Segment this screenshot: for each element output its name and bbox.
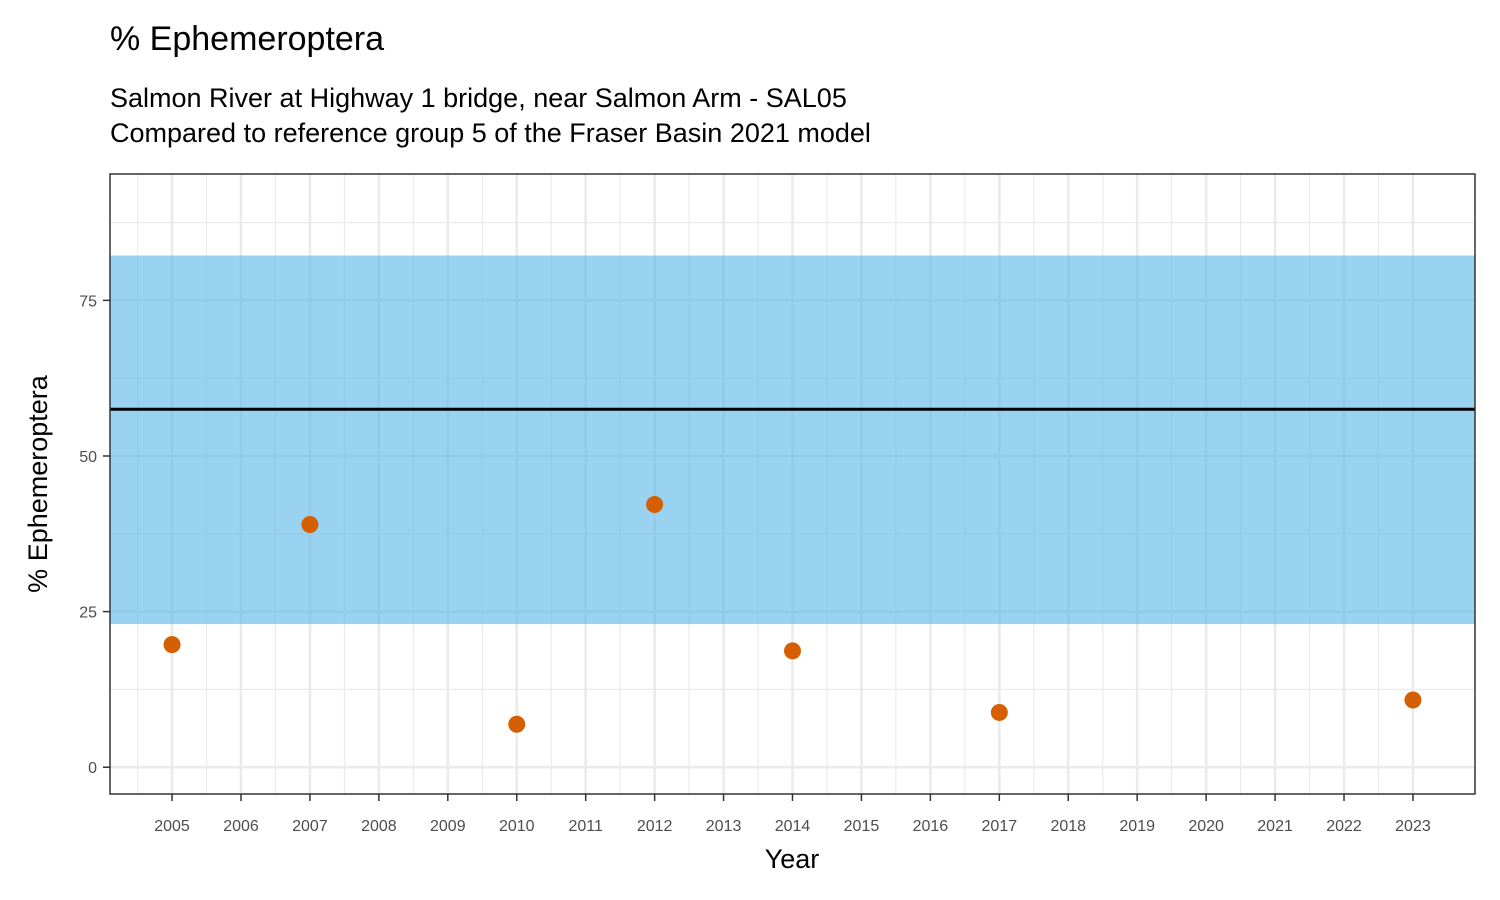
reference-band xyxy=(110,255,1475,625)
x-tick-label: 2013 xyxy=(706,818,742,835)
x-tick-label: 2011 xyxy=(568,818,603,835)
y-axis: 0 25 50 75 xyxy=(79,293,110,777)
x-tick-label: 2015 xyxy=(844,818,880,835)
data-point xyxy=(784,642,801,660)
chart-subtitle-line-2: Compared to reference group 5 of the Fra… xyxy=(110,118,871,148)
y-tick-label: 50 xyxy=(79,449,97,466)
data-point xyxy=(508,715,526,733)
x-tick-label: 2019 xyxy=(1119,818,1155,835)
x-tick-label: 2021 xyxy=(1257,818,1293,835)
reference-band-layer xyxy=(110,255,1475,625)
y-tick-label: 0 xyxy=(88,760,97,777)
data-point xyxy=(1404,691,1422,709)
x-tick-label: 2007 xyxy=(292,818,328,835)
data-points xyxy=(163,496,1422,733)
x-tick-label: 2022 xyxy=(1326,818,1362,835)
x-tick-label: 2016 xyxy=(913,818,949,835)
x-tick-label: 2008 xyxy=(361,818,397,835)
x-tick-label: 2010 xyxy=(499,818,535,835)
chart-title: % Ephemeroptera xyxy=(110,20,385,58)
data-point xyxy=(646,496,664,514)
x-tick-label: 2006 xyxy=(223,818,259,835)
x-tick-label: 2009 xyxy=(430,818,466,835)
x-tick-label: 2023 xyxy=(1395,818,1431,835)
x-axis: 2005 2006 2007 2008 2009 2010 2011 2012 2013 2014… xyxy=(154,794,1431,835)
x-tick-label: 2020 xyxy=(1188,818,1224,835)
x-tick-label: 2012 xyxy=(637,818,673,835)
x-axis-title: Year xyxy=(765,844,820,874)
x-tick-label: 2005 xyxy=(154,818,190,835)
y-axis-title: % Ephemeroptera xyxy=(23,374,53,593)
y-tick-label: 75 xyxy=(79,293,97,310)
data-point xyxy=(301,515,319,533)
x-tick-label: 2018 xyxy=(1050,818,1086,835)
y-tick-label: 25 xyxy=(79,605,97,622)
x-tick-label: 2017 xyxy=(982,818,1018,835)
x-tick-label: 2014 xyxy=(775,818,811,835)
data-point xyxy=(163,636,181,654)
data-point xyxy=(990,703,1008,721)
chart-subtitle-line-1: Salmon River at Highway 1 bridge, near S… xyxy=(110,83,847,113)
